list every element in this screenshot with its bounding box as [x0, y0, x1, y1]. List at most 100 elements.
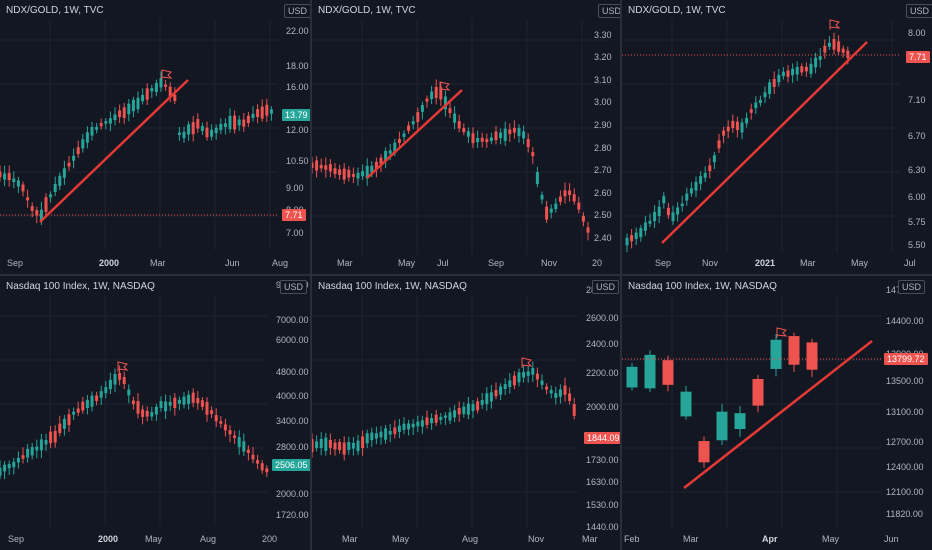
y-tick-label: 5.50 — [908, 240, 926, 250]
candle-body — [526, 139, 530, 148]
candle-body — [625, 237, 629, 246]
candle-body — [804, 66, 808, 72]
candle-body — [342, 442, 346, 455]
candle-body — [58, 175, 62, 186]
y-tick-label: 7.00 — [286, 228, 304, 238]
candle-body — [85, 132, 89, 143]
candle-body — [680, 391, 692, 417]
chart-canvas[interactable]: 8.308.007.507.106.706.306.005.755.503.30… — [622, 0, 932, 274]
y-tick-label: 12700.00 — [886, 437, 924, 447]
y-tick-label-left: 2.70 — [594, 165, 612, 175]
x-tick-label: Mar — [337, 258, 353, 268]
chart-panel-nasdaq-1[interactable]: 9000.007000.006000.004800.004000.003400.… — [0, 276, 310, 550]
y-tick-label: 6.30 — [908, 165, 926, 175]
y-tick-label: 3400.00 — [276, 416, 309, 426]
candle-body — [351, 173, 355, 177]
candle-body — [196, 119, 200, 129]
candle-body — [476, 137, 480, 143]
candle-body — [471, 133, 475, 144]
candle-body — [698, 441, 710, 463]
candle-body — [526, 371, 530, 376]
candle-body — [639, 228, 643, 238]
candle-body — [99, 391, 103, 398]
chart-canvas[interactable]: 14700.0014400.0013900.0013500.0013100.00… — [622, 276, 932, 550]
candle-body — [104, 387, 108, 394]
chart-canvas[interactable]: 28.0022.0018.0016.0012.0010.509.008.007.… — [0, 0, 310, 274]
candle-body — [210, 129, 214, 137]
candle-body — [735, 121, 739, 131]
candle-body — [44, 440, 48, 445]
y-tick-label-left: 3.20 — [594, 52, 612, 62]
chart-panel-ndx-gold-1[interactable]: 28.0022.0018.0016.0012.0010.509.008.007.… — [0, 0, 310, 274]
chart-title: Nasdaq 100 Index, 1W, NASDAQ — [318, 281, 467, 292]
chart-panel-nasdaq-2[interactable]: 2800.002600.002400.002200.002000.001730.… — [312, 276, 620, 550]
candle-body — [223, 123, 227, 128]
candle-body — [494, 390, 498, 397]
candle-body — [462, 128, 466, 133]
x-tick-label: 20 — [592, 258, 602, 268]
candle-body — [145, 88, 149, 100]
candle-body — [95, 126, 99, 130]
candle-body — [448, 412, 452, 421]
candle-body — [453, 410, 457, 418]
candle-body — [379, 431, 383, 438]
candle-body — [200, 125, 204, 131]
chart-panel-ndx-gold-3[interactable]: 8.308.007.507.106.706.306.005.755.503.30… — [622, 0, 932, 274]
chart-panel-nasdaq-3[interactable]: 14700.0014400.0013900.0013500.0013100.00… — [622, 276, 932, 550]
candle-body — [7, 464, 11, 469]
currency-badge[interactable]: USD — [280, 280, 308, 294]
y-tick-label: 2400.00 — [586, 339, 619, 349]
candles — [626, 332, 818, 468]
candle-body — [7, 172, 11, 181]
candle-body — [214, 415, 218, 422]
x-tick-label: May — [392, 534, 410, 544]
candle-body — [16, 457, 20, 463]
candle-body — [237, 119, 241, 126]
x-tick-label: Nov — [702, 258, 719, 268]
y-tick-label: 6000.00 — [276, 335, 309, 345]
candle-body — [402, 133, 406, 137]
x-tick-label: Aug — [462, 534, 478, 544]
candle-body — [187, 124, 191, 135]
candle-body — [338, 169, 342, 176]
currency-badge[interactable]: USD — [906, 4, 932, 18]
y-tick-label-left: 2.40 — [594, 233, 612, 243]
candle-body — [411, 121, 415, 125]
candle-body — [508, 380, 512, 387]
chart-canvas[interactable]: 2800.002600.002400.002200.002000.001730.… — [312, 276, 620, 550]
x-tick-label: Aug — [272, 258, 288, 268]
candle-body — [770, 339, 782, 369]
candle-body — [113, 373, 117, 385]
trendline — [366, 89, 463, 179]
chart-canvas[interactable]: Mar May Jul Sep Nov 20 3.30 3.20 3.10 3.00 2.90 2.8… — [312, 0, 620, 274]
candle-body — [3, 464, 7, 472]
candle-body — [777, 74, 781, 83]
candle-body — [772, 78, 776, 87]
price-tag-last: 13.79 — [282, 109, 310, 121]
candle-body — [324, 165, 328, 170]
candle-body — [228, 115, 232, 130]
y-tick-label: 13100.00 — [886, 407, 924, 417]
currency-badge[interactable]: USD — [592, 280, 620, 294]
currency-badge[interactable]: USD — [598, 4, 620, 18]
y-tick-label: 7.10 — [908, 95, 926, 105]
candle-body — [361, 436, 365, 448]
candle-body — [425, 98, 429, 102]
chart-canvas[interactable]: 9000.007000.006000.004800.004000.003400.… — [0, 276, 310, 550]
y-tick-label-left: 2.90 — [594, 120, 612, 130]
y-tick-label-left: 3.00 — [594, 97, 612, 107]
y-tick-label: 2000.00 — [586, 402, 619, 412]
currency-badge[interactable]: USD — [898, 280, 926, 294]
candle-body — [374, 161, 378, 170]
candle-body — [219, 123, 223, 131]
candle-body — [131, 99, 135, 112]
candle-body — [494, 131, 498, 141]
candle-body — [53, 183, 57, 192]
candle-body — [800, 66, 804, 73]
candle-body — [72, 155, 76, 161]
currency-badge[interactable]: USD — [284, 4, 310, 18]
chart-title: NDX/GOLD, 1W, TVC — [628, 5, 726, 16]
y-tick-label: 14400.00 — [886, 316, 924, 326]
chart-panel-ndx-gold-2[interactable]: Mar May Jul Sep Nov 20 3.30 3.20 3.10 3.00 2.90 2.8… — [312, 0, 620, 274]
candle-body — [150, 412, 154, 417]
